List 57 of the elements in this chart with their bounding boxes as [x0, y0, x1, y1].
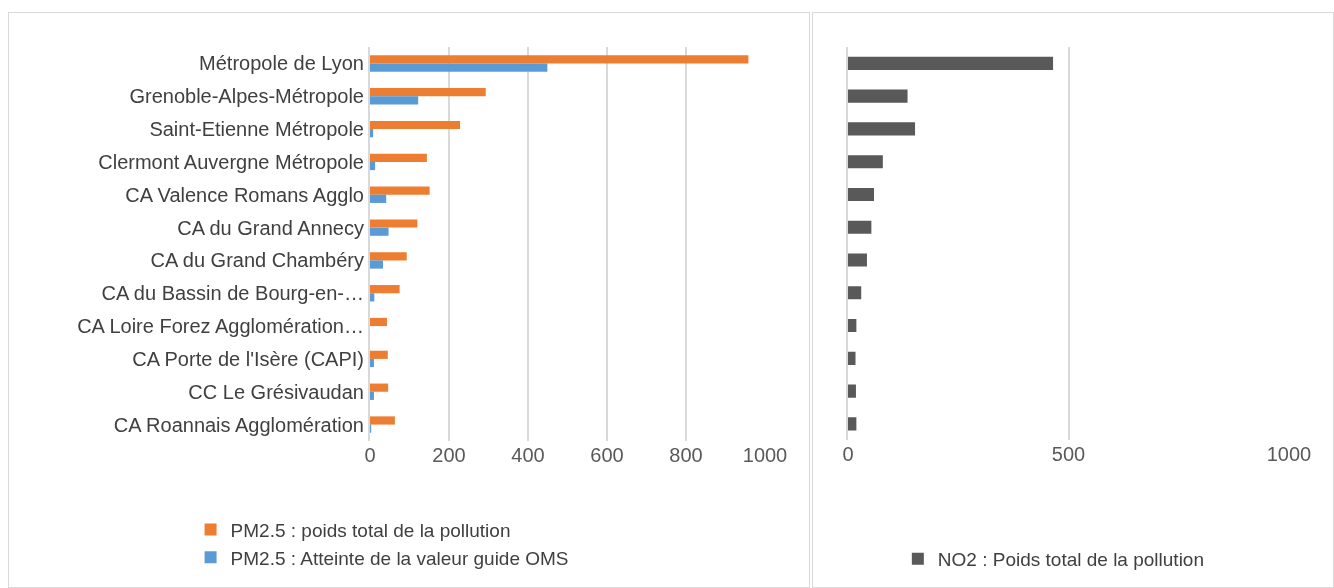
y-tick-label: Grenoble-Alpes-Métropole — [129, 85, 364, 108]
bar — [369, 161, 376, 171]
bar — [369, 391, 374, 400]
x-tick-label: 200 — [432, 444, 466, 466]
bar — [369, 96, 419, 105]
y-tick-label: CA Valence Romans Agglo — [125, 183, 364, 206]
x-tick-label: 400 — [511, 444, 545, 466]
x-tick-label: 1000 — [742, 444, 788, 466]
x-tick-label: 800 — [669, 444, 703, 466]
y-tick-label: CA du Grand Annecy — [177, 216, 364, 239]
bar — [848, 319, 857, 333]
x-tick-label: 0 — [364, 444, 376, 466]
bar — [848, 220, 872, 234]
bar — [369, 285, 400, 294]
bar — [848, 286, 862, 300]
bar — [848, 253, 867, 267]
y-tick-label: Clermont Auvergne Métropole — [98, 150, 364, 173]
x-tick-label: 0 — [842, 443, 854, 466]
bar — [369, 252, 407, 261]
bar — [369, 88, 486, 97]
bar — [848, 89, 908, 103]
bar — [369, 186, 430, 195]
y-tick-label: CA Porte de l'Isère (CAPI) — [132, 347, 364, 370]
x-tick-label: 600 — [590, 444, 624, 466]
y-tick-label: CA Loire Forez Agglomération… — [77, 315, 364, 338]
y-tick-label: Métropole de Lyon — [199, 52, 364, 75]
y-tick-label: CA du Grand Chambéry — [150, 249, 364, 272]
bar — [369, 194, 387, 203]
x-tick-label: 500 — [1051, 443, 1086, 466]
bar — [369, 227, 389, 236]
bar — [369, 120, 461, 130]
bar — [848, 122, 916, 136]
bar — [369, 129, 374, 138]
bar — [848, 384, 856, 398]
bar — [369, 416, 395, 425]
bar — [848, 351, 856, 365]
bar — [369, 358, 374, 368]
bar — [848, 417, 857, 431]
legend-label: PM2.5 : Atteinte de la valeur guide OMS — [230, 547, 569, 569]
y-tick-label: CA du Bassin de Bourg-en-… — [101, 282, 364, 305]
y-tick-label: Saint-Etienne Métropole — [149, 118, 364, 141]
legend-label: NO2 : Poids total de la pollution — [937, 549, 1204, 571]
bar — [848, 56, 1054, 70]
bar — [369, 350, 388, 359]
bar — [848, 155, 883, 169]
y-tick-label: CA Roannais Agglomération — [113, 413, 364, 436]
bar — [369, 63, 548, 72]
bar — [369, 317, 387, 327]
legend-label: PM2.5 : poids total de la pollution — [230, 520, 511, 542]
bar — [369, 153, 427, 162]
bar — [369, 219, 418, 228]
bar — [369, 55, 749, 64]
bar — [369, 383, 389, 392]
bar — [369, 260, 384, 269]
y-tick-label: CC Le Grésivaudan — [188, 380, 364, 403]
bar — [848, 187, 875, 202]
x-tick-label: 1000 — [1266, 443, 1312, 466]
